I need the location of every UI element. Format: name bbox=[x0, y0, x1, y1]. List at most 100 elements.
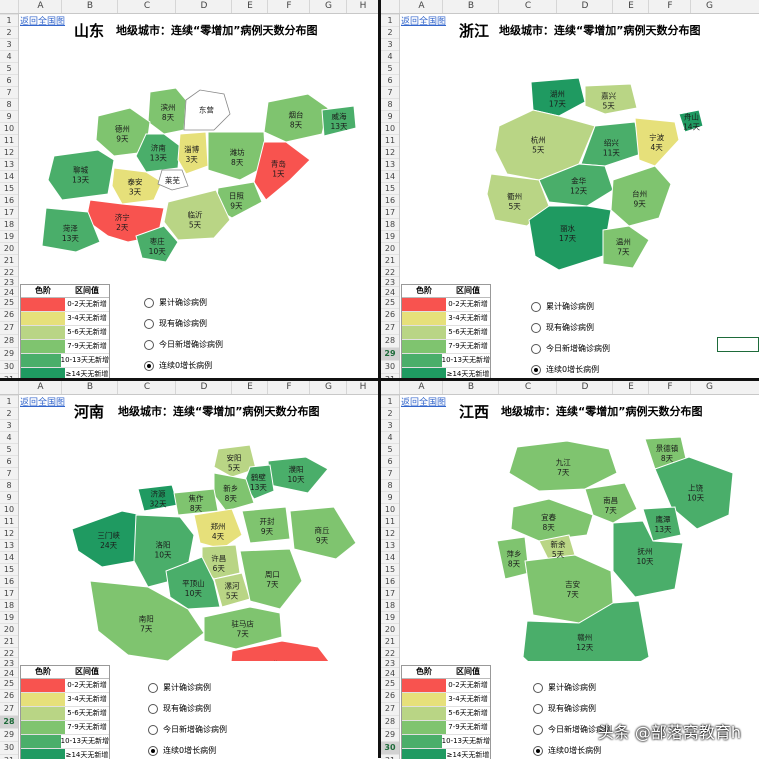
row-1[interactable]: 1 bbox=[0, 395, 18, 408]
row-3[interactable]: 3 bbox=[381, 419, 399, 432]
row-25[interactable]: 25 bbox=[381, 296, 399, 309]
col-f[interactable]: F bbox=[648, 381, 691, 394]
col-b[interactable]: B bbox=[442, 0, 499, 13]
row-13[interactable]: 13 bbox=[0, 539, 18, 552]
row-10[interactable]: 10 bbox=[0, 122, 18, 135]
row-8[interactable]: 8 bbox=[381, 479, 399, 492]
row-6[interactable]: 6 bbox=[0, 74, 18, 87]
row-16[interactable]: 16 bbox=[381, 194, 399, 207]
city-taian[interactable] bbox=[111, 167, 163, 205]
row-13[interactable]: 13 bbox=[381, 539, 399, 552]
row-31[interactable]: 31 bbox=[381, 754, 399, 759]
city-weihai[interactable] bbox=[321, 105, 357, 137]
col-d[interactable]: D bbox=[556, 0, 613, 13]
col-f[interactable]: F bbox=[267, 0, 310, 13]
col-h[interactable]: H bbox=[346, 381, 378, 394]
row-5[interactable]: 5 bbox=[0, 62, 18, 75]
row-13[interactable]: 13 bbox=[0, 158, 18, 171]
row-15[interactable]: 15 bbox=[381, 563, 399, 576]
col-d[interactable]: D bbox=[175, 381, 232, 394]
row-18[interactable]: 18 bbox=[0, 218, 18, 231]
city-quzhou[interactable] bbox=[486, 173, 550, 227]
row-8[interactable]: 8 bbox=[381, 98, 399, 111]
row-2[interactable]: 2 bbox=[0, 407, 18, 420]
row-11[interactable]: 11 bbox=[0, 134, 18, 147]
option-radio[interactable]: 累计确诊病例 bbox=[144, 292, 223, 313]
row-14[interactable]: 14 bbox=[381, 551, 399, 564]
option-radio[interactable]: 连续0增长病例 bbox=[533, 740, 612, 759]
radio-dot-icon[interactable] bbox=[148, 682, 158, 693]
option-radio[interactable]: 累计确诊病例 bbox=[533, 677, 612, 698]
row-23[interactable]: 23 bbox=[381, 657, 399, 670]
row-12[interactable]: 12 bbox=[0, 527, 18, 540]
row-1[interactable]: 1 bbox=[381, 395, 399, 408]
row-30[interactable]: 30 bbox=[381, 741, 399, 754]
row-17[interactable]: 17 bbox=[381, 206, 399, 219]
city-heze[interactable] bbox=[41, 207, 101, 253]
row-11[interactable]: 11 bbox=[0, 515, 18, 528]
radio-dot-icon[interactable] bbox=[533, 745, 543, 756]
row-4[interactable]: 4 bbox=[0, 431, 18, 444]
row-11[interactable]: 11 bbox=[381, 515, 399, 528]
city-jiaxing[interactable] bbox=[584, 83, 638, 115]
city-xinyang[interactable] bbox=[230, 640, 338, 661]
city-laiwu[interactable] bbox=[157, 169, 189, 191]
row-18[interactable]: 18 bbox=[0, 599, 18, 612]
radio-dot-icon[interactable] bbox=[144, 318, 154, 329]
row-24[interactable]: 24 bbox=[381, 667, 399, 680]
col-g[interactable]: G bbox=[690, 381, 728, 394]
row-30[interactable]: 30 bbox=[0, 741, 18, 754]
row-15[interactable]: 15 bbox=[381, 182, 399, 195]
back-to-national-link[interactable]: 返回全国图 bbox=[401, 17, 447, 27]
row-25[interactable]: 25 bbox=[381, 677, 399, 690]
city-zhengzhou[interactable] bbox=[193, 508, 243, 550]
col-g[interactable]: G bbox=[309, 0, 347, 13]
option-radio[interactable]: 累计确诊病例 bbox=[531, 296, 610, 317]
col-a[interactable]: A bbox=[399, 0, 443, 13]
row-23[interactable]: 23 bbox=[0, 657, 18, 670]
city-liaocheng[interactable] bbox=[47, 149, 115, 201]
row-28[interactable]: 28 bbox=[0, 715, 18, 728]
row-18[interactable]: 18 bbox=[381, 599, 399, 612]
row-10[interactable]: 10 bbox=[381, 503, 399, 516]
row-1[interactable]: 1 bbox=[381, 14, 399, 27]
city-zhumadian[interactable] bbox=[203, 606, 283, 650]
row-8[interactable]: 8 bbox=[0, 479, 18, 492]
radio-dot-icon[interactable] bbox=[533, 682, 543, 693]
col-b[interactable]: B bbox=[61, 381, 118, 394]
option-radio[interactable]: 连续0增长病例 bbox=[144, 355, 223, 376]
city-wenzhou[interactable] bbox=[602, 225, 650, 269]
radio-dot-icon[interactable] bbox=[533, 724, 543, 735]
row-9[interactable]: 9 bbox=[0, 110, 18, 123]
row-20[interactable]: 20 bbox=[0, 242, 18, 255]
col-g[interactable]: G bbox=[690, 0, 728, 13]
city-huzhou[interactable] bbox=[530, 77, 586, 117]
col-e[interactable]: E bbox=[231, 381, 268, 394]
radio-dot-icon[interactable] bbox=[531, 343, 541, 354]
option-radio[interactable]: 现有确诊病例 bbox=[144, 313, 223, 334]
col-h[interactable]: H bbox=[346, 0, 378, 13]
radio-dot-icon[interactable] bbox=[531, 301, 541, 312]
col-e[interactable]: E bbox=[612, 381, 649, 394]
option-radio[interactable]: 今日新增确诊病例 bbox=[144, 334, 223, 355]
row-12[interactable]: 12 bbox=[0, 146, 18, 159]
row-26[interactable]: 26 bbox=[0, 689, 18, 702]
row-29[interactable]: 29 bbox=[381, 347, 399, 360]
row-18[interactable]: 18 bbox=[381, 218, 399, 231]
col-a[interactable]: A bbox=[399, 381, 443, 394]
city-kaifeng[interactable] bbox=[241, 506, 291, 544]
col-e[interactable]: E bbox=[231, 0, 268, 13]
row-21[interactable]: 21 bbox=[381, 254, 399, 267]
row-21[interactable]: 21 bbox=[0, 635, 18, 648]
col-c[interactable]: C bbox=[117, 381, 176, 394]
row-14[interactable]: 14 bbox=[0, 551, 18, 564]
row-15[interactable]: 15 bbox=[0, 563, 18, 576]
city-zhoushan[interactable] bbox=[678, 109, 704, 133]
row-6[interactable]: 6 bbox=[381, 455, 399, 468]
row-13[interactable]: 13 bbox=[381, 158, 399, 171]
col-b[interactable]: B bbox=[61, 0, 118, 13]
row-2[interactable]: 2 bbox=[381, 407, 399, 420]
row-7[interactable]: 7 bbox=[381, 467, 399, 480]
city-pingdingshan[interactable] bbox=[165, 556, 221, 610]
selected-cell[interactable] bbox=[717, 337, 759, 352]
